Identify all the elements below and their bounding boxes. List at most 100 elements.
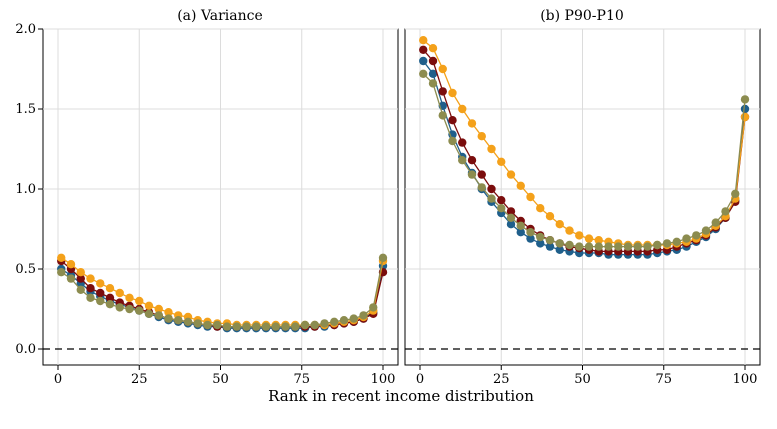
x-tick-label: 25 bbox=[493, 372, 510, 387]
data-point bbox=[526, 192, 535, 202]
data-point bbox=[213, 320, 222, 330]
data-point bbox=[740, 95, 750, 104]
data-point bbox=[359, 311, 368, 320]
data-point bbox=[203, 320, 212, 330]
data-point bbox=[604, 242, 613, 251]
y-tick-label: 1.5 bbox=[15, 102, 36, 117]
data-point bbox=[497, 204, 506, 213]
series-line bbox=[60, 257, 384, 328]
data-point bbox=[614, 242, 623, 251]
data-point bbox=[506, 170, 516, 179]
data-point bbox=[458, 104, 467, 114]
data-point bbox=[545, 236, 555, 245]
data-point bbox=[633, 242, 642, 251]
data-point bbox=[662, 239, 672, 248]
data-point bbox=[428, 56, 438, 66]
x-tick-label: 75 bbox=[655, 372, 672, 387]
data-point bbox=[232, 322, 241, 331]
data-point bbox=[477, 170, 486, 179]
data-point bbox=[526, 234, 535, 243]
series-line bbox=[422, 39, 746, 246]
data-point bbox=[682, 234, 691, 243]
data-point bbox=[330, 317, 339, 326]
data-point bbox=[653, 240, 662, 250]
data-point bbox=[467, 170, 477, 179]
data-point bbox=[428, 69, 438, 79]
data-point bbox=[419, 69, 428, 79]
x-tick-label: 50 bbox=[574, 372, 591, 387]
data-point bbox=[594, 236, 603, 245]
data-point bbox=[105, 293, 115, 302]
data-point bbox=[96, 279, 105, 288]
data-point bbox=[692, 231, 701, 240]
x-tick-label: 100 bbox=[733, 372, 758, 387]
data-point bbox=[740, 112, 750, 122]
data-point bbox=[369, 303, 378, 312]
panel-p90-p10-title: (b) P90-P10 bbox=[540, 8, 624, 24]
data-point bbox=[86, 274, 95, 283]
data-point bbox=[135, 306, 144, 315]
series-4 bbox=[57, 253, 388, 331]
data-point bbox=[487, 144, 496, 154]
data-point bbox=[349, 314, 358, 323]
data-point bbox=[555, 239, 564, 248]
data-point bbox=[144, 301, 154, 310]
data-point bbox=[242, 322, 251, 331]
data-point bbox=[497, 196, 506, 205]
data-point bbox=[291, 322, 300, 331]
data-point bbox=[575, 231, 584, 240]
y-tick-label: 0.0 bbox=[15, 342, 36, 357]
data-point bbox=[57, 268, 66, 277]
data-point bbox=[66, 260, 76, 269]
data-point bbox=[281, 322, 290, 331]
data-point bbox=[378, 253, 388, 262]
series-line bbox=[60, 260, 384, 328]
data-point bbox=[86, 284, 95, 293]
data-point bbox=[506, 220, 516, 229]
data-point bbox=[428, 44, 438, 53]
data-point bbox=[86, 293, 95, 302]
data-point bbox=[536, 204, 545, 213]
panel-variance: (a) Variance 0.0 0.5 1.0 1.5 2.0 0 25 50 75 100 bbox=[15, 8, 399, 387]
data-point bbox=[96, 288, 105, 298]
data-point bbox=[261, 322, 271, 331]
data-point bbox=[477, 132, 486, 141]
data-point bbox=[516, 181, 525, 190]
data-point bbox=[477, 183, 486, 192]
data-point bbox=[545, 242, 555, 251]
y-tick-label: 1.0 bbox=[15, 182, 36, 197]
data-point bbox=[76, 268, 85, 277]
data-point bbox=[575, 242, 584, 251]
data-point bbox=[672, 237, 681, 246]
data-point bbox=[320, 319, 329, 328]
x-tick-label: 75 bbox=[293, 372, 310, 387]
data-point bbox=[183, 317, 193, 326]
data-point bbox=[193, 319, 202, 328]
series-line bbox=[422, 73, 746, 248]
data-point bbox=[526, 228, 535, 237]
data-point bbox=[584, 234, 594, 243]
data-point bbox=[115, 288, 124, 298]
data-point bbox=[721, 207, 730, 216]
data-point bbox=[154, 311, 163, 320]
x-tick-label: 0 bbox=[416, 372, 424, 387]
data-point bbox=[438, 87, 447, 96]
data-point bbox=[76, 285, 85, 294]
data-point bbox=[623, 242, 633, 251]
data-point bbox=[594, 242, 603, 251]
data-point bbox=[458, 138, 467, 147]
data-point bbox=[222, 322, 232, 331]
data-point bbox=[144, 309, 154, 318]
series-4 bbox=[419, 69, 750, 251]
data-point bbox=[545, 212, 555, 221]
data-point bbox=[506, 207, 516, 216]
x-tick-label: 50 bbox=[212, 372, 229, 387]
series-line bbox=[60, 257, 384, 326]
data-point bbox=[555, 220, 564, 229]
data-point bbox=[536, 239, 545, 248]
data-point bbox=[66, 274, 76, 283]
data-point bbox=[154, 304, 163, 314]
data-point bbox=[125, 293, 134, 302]
data-point bbox=[487, 194, 496, 203]
data-point bbox=[458, 156, 467, 165]
